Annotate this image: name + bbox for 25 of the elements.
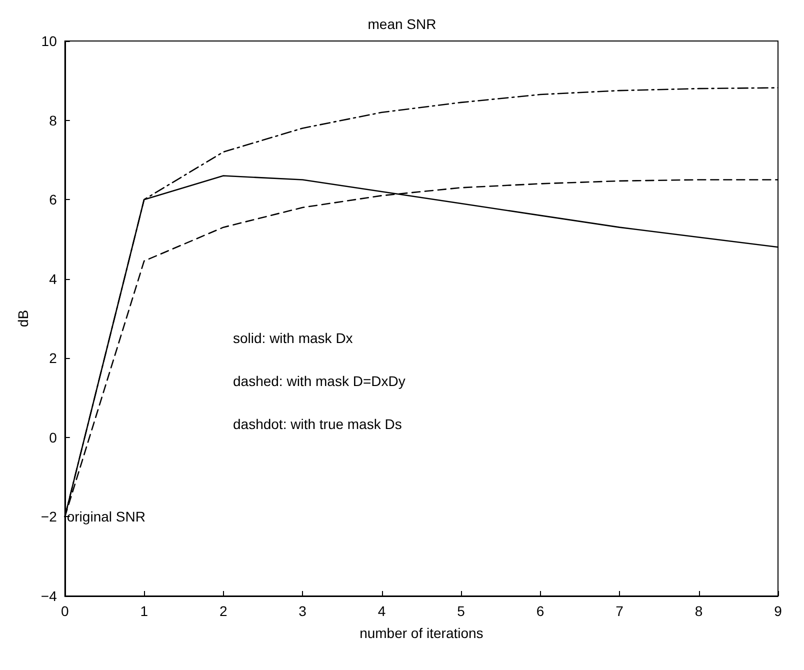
y-tick-label: 6 — [49, 192, 58, 208]
annotation: dashdot: with true mask Ds — [233, 416, 402, 432]
y-tick-label: 0 — [49, 429, 58, 446]
annotation: original SNR — [66, 508, 146, 525]
y-tick-label: −4 — [40, 588, 58, 604]
x-tick-label: 8 — [694, 603, 703, 619]
x-tick-label: 3 — [298, 603, 307, 619]
x-tick-label: 6 — [536, 603, 544, 619]
x-tick-label: 1 — [140, 603, 148, 619]
x-tick-label: 4 — [378, 603, 386, 619]
x-axis-title: number of iterations — [360, 625, 484, 641]
x-tick-label: 5 — [457, 603, 466, 619]
annotation: solid: with mask Dx — [233, 330, 353, 346]
chart-title: mean SNR — [368, 16, 436, 32]
y-tick-label: 2 — [49, 350, 58, 366]
y-tick-label: 10 — [41, 33, 58, 49]
y-tick-label: −2 — [40, 508, 58, 525]
y-tick-label: 8 — [49, 112, 58, 128]
y-axis-title: dB — [15, 310, 31, 328]
annotation: dashed: with mask D=DxDy — [233, 373, 406, 389]
x-tick-label: 0 — [60, 603, 69, 619]
x-tick-label: 7 — [616, 603, 624, 619]
x-tick-label: 9 — [774, 603, 782, 619]
y-tick-label: 4 — [49, 270, 58, 287]
x-tick-label: 2 — [219, 603, 228, 619]
